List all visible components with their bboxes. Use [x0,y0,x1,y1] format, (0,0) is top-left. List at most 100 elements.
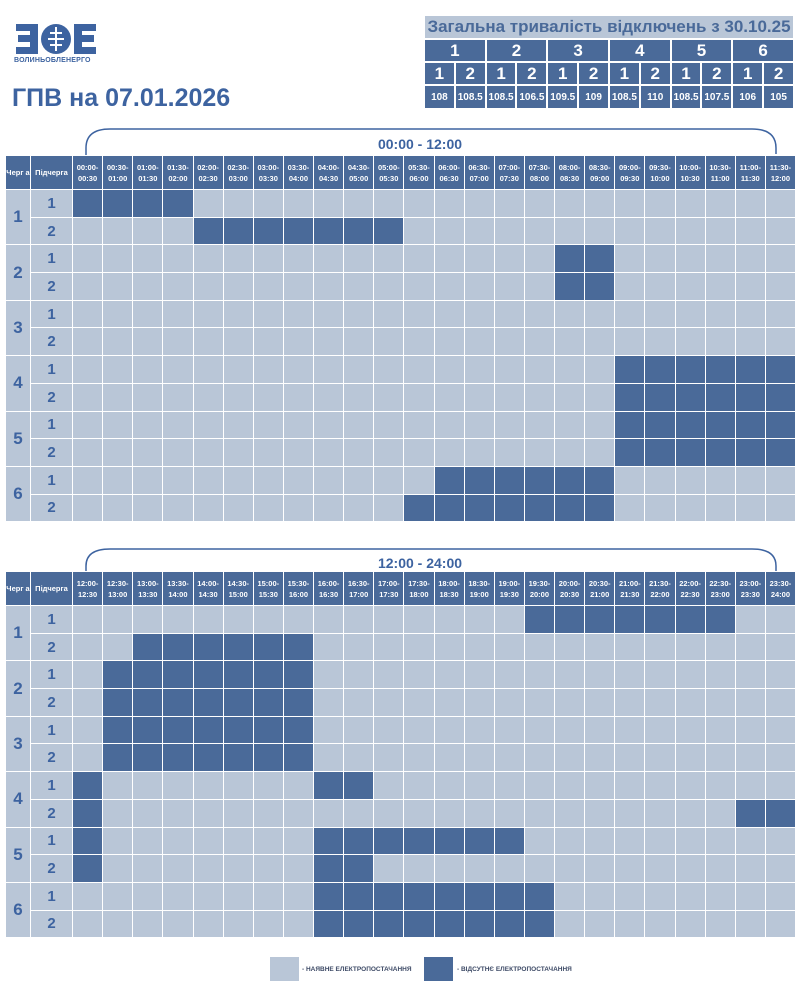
page-title: ГПВ на 07.01.2026 [12,84,231,112]
slot-cell-power [433,688,465,717]
schedule-table-first-half: Черг а Підчерга 00:00- 00:30 00:30- 01:00 01… [5,155,797,523]
schedule-row: 2 [6,493,797,523]
queue-label: 4 [5,355,31,412]
summary-duration-value: 108.5 [607,84,641,110]
slot-cell-power [614,244,646,274]
slot-cell-power [252,272,284,301]
slot-cell-outage [674,410,706,440]
slot-cell-power [162,826,194,856]
slot-cell-power [403,854,435,883]
slot-cell-power [584,688,616,717]
slot-cell-power [343,355,375,384]
bracket-first-half [85,128,777,158]
slot-cell-power [764,493,797,523]
summary-duration-value: 107.5 [700,84,734,110]
slot-cell-power [614,632,646,662]
slot-cell-power [132,493,164,523]
slot-cell-power [252,189,284,218]
summary-duration-value: 110 [638,84,672,110]
slot-cell-power [132,854,164,883]
slot-cell-power [764,216,797,246]
slot-cell-power [674,493,706,523]
slot-cell-outage [493,465,525,495]
slot-cell-power [463,216,495,246]
slot-cell-power [674,743,706,773]
slot-cell-power [162,244,194,274]
slot-cell-outage [71,854,104,883]
slot-cell-power [71,382,104,412]
slot-cell-power [523,189,556,218]
slot-cell-power [252,327,284,357]
slot-cell-power [132,881,164,911]
slot-cell-outage [162,189,194,218]
slot-cell-power [463,660,495,690]
time-slot-header: 19:30- 20:00 [523,571,556,606]
slot-cell-power [704,244,736,274]
summary-queue-header: 2 [484,38,549,63]
slot-cell-power [433,216,465,246]
slot-cell-power [162,216,194,246]
slot-cell-outage [192,216,224,246]
slot-cell-outage [644,605,676,634]
slot-cell-power [734,715,766,745]
slot-cell-power [644,244,676,274]
slot-cell-outage [493,909,525,939]
slot-cell-power [433,299,465,329]
subqueue-label: 2 [30,216,73,246]
legend-label-off: - ВІДСУТНЄ ЕЛЕКТРОПОСТАЧАННЯ [457,966,572,973]
time-slot-header: 04:00- 04:30 [312,155,345,190]
slot-cell-power [764,854,797,883]
slot-cell-outage [282,632,315,662]
slot-cell-outage [282,660,315,690]
slot-cell-power [373,327,405,357]
slot-cell-power [403,715,435,745]
slot-cell-power [312,410,345,440]
summary-subqueue-header: 2 [577,61,610,86]
slot-cell-power [403,688,435,717]
slot-cell-power [493,798,525,828]
slot-cell-power [614,660,646,690]
subqueue-label: 1 [30,355,73,384]
slot-cell-outage [734,410,766,440]
slot-cell-power [312,715,345,745]
slot-cell-power [463,688,495,717]
time-slot-header: 10:00- 10:30 [674,155,706,190]
slot-cell-power [192,272,224,301]
slot-cell-power [162,854,194,883]
slot-cell-power [734,327,766,357]
slot-cell-power [553,189,586,218]
queue-label: 3 [5,299,31,357]
slot-cell-power [71,909,104,939]
slot-cell-outage [704,410,736,440]
slot-cell-power [252,771,284,800]
slot-cell-outage [102,715,134,745]
subqueue-column-header: Підчерга [30,155,73,190]
slot-cell-power [584,189,616,218]
slot-cell-outage [523,881,556,911]
slot-cell-power [373,771,405,800]
slot-cell-power [674,189,706,218]
slot-cell-power [282,355,315,384]
slot-cell-outage [343,771,375,800]
slot-cell-power [132,216,164,246]
slot-cell-power [192,299,224,329]
slot-cell-power [704,771,736,800]
slot-cell-power [433,798,465,828]
queue-column-header: Черг а [5,155,31,190]
outage-duration-summary: Загальна тривалість відключень з 30.10.2… [423,14,795,110]
slot-cell-power [734,881,766,911]
slot-cell-power [764,299,797,329]
slot-cell-power [162,493,194,523]
slot-cell-outage [704,382,736,412]
slot-cell-power [584,299,616,329]
slot-cell-power [312,272,345,301]
slot-cell-power [704,493,736,523]
slot-cell-power [674,465,706,495]
slot-cell-power [614,743,646,773]
slot-cell-power [674,909,706,939]
subqueue-column-header: Підчерга [30,571,73,606]
time-slot-header: 05:00- 05:30 [373,155,405,190]
slot-cell-power [463,743,495,773]
slot-cell-outage [71,826,104,856]
slot-cell-outage [463,465,495,495]
